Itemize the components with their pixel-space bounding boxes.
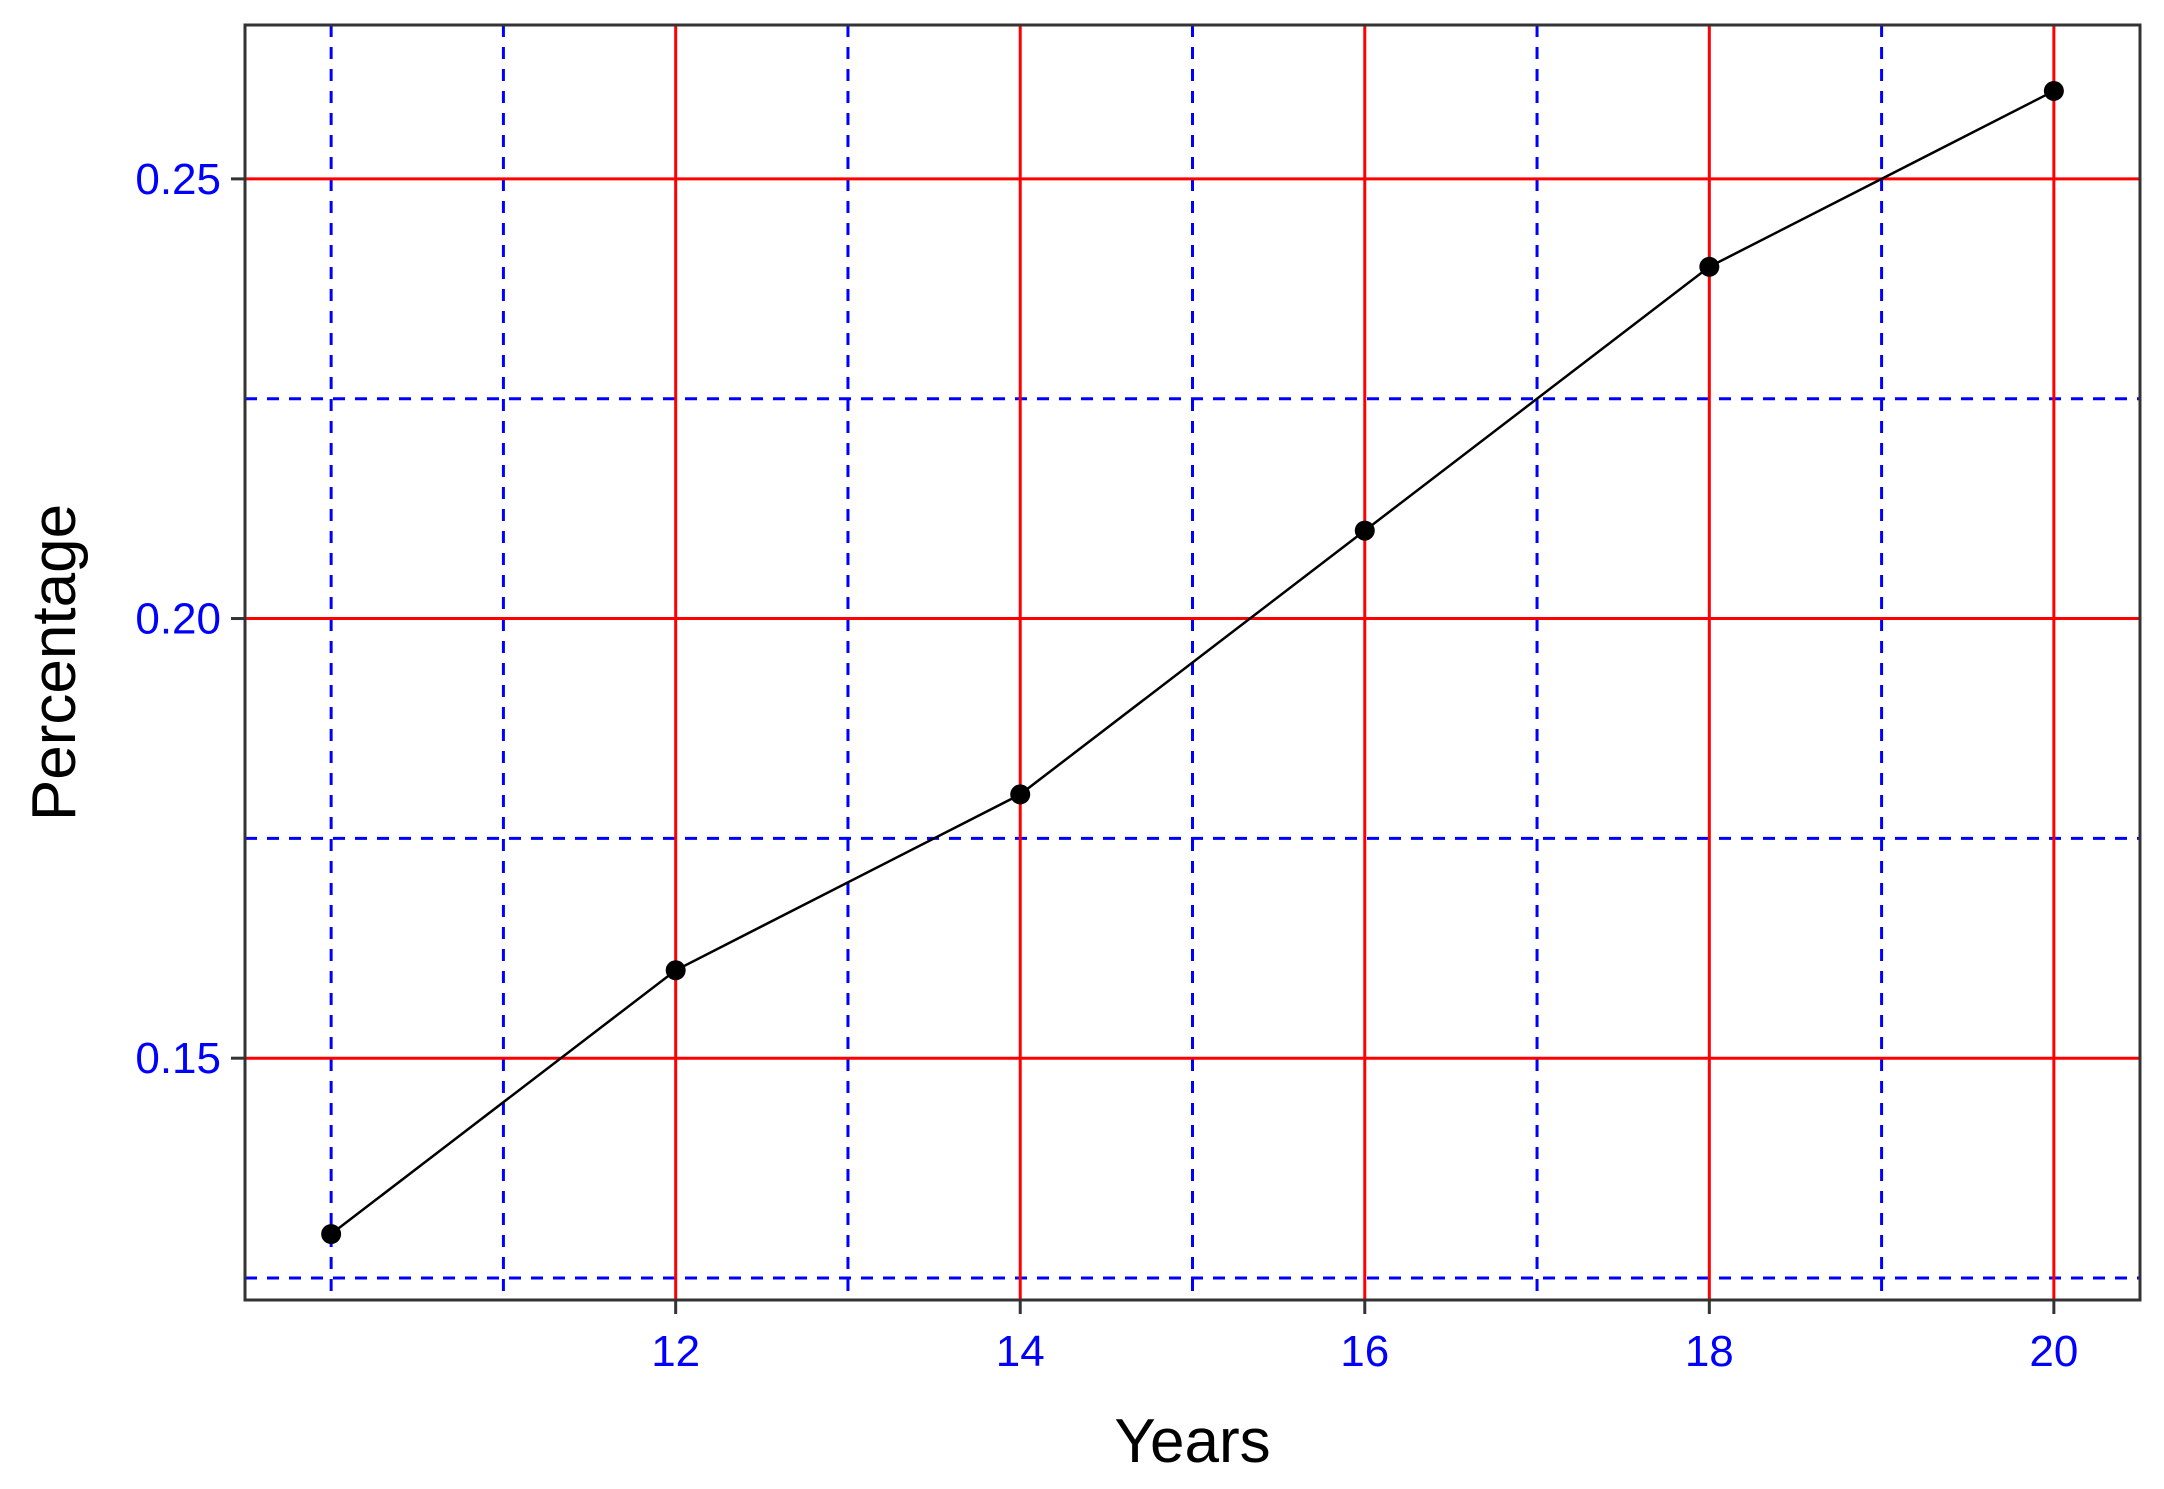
y-tick-label: 0.25: [135, 155, 221, 204]
data-point: [1699, 256, 1720, 277]
series-layer: [321, 80, 2064, 1245]
x-tick-label: 20: [2029, 1327, 2078, 1376]
y-axis-title: Percentage: [20, 504, 89, 821]
axis-layer: 12 14 16 18 20 0.15 0.20 0.25: [135, 155, 2078, 1376]
grid-layer: [245, 25, 2140, 1300]
x-tick-label: 14: [996, 1327, 1045, 1376]
data-point: [1010, 784, 1031, 805]
x-tick-label: 12: [651, 1327, 700, 1376]
y-tick-label: 0.15: [135, 1034, 221, 1083]
data-point: [1354, 520, 1375, 541]
y-tick-label: 0.20: [135, 595, 221, 644]
series-line: [330, 89, 2055, 1236]
data-point: [665, 960, 686, 981]
data-point: [2043, 80, 2064, 101]
data-point: [321, 1224, 342, 1245]
x-tick-label: 18: [1685, 1327, 1734, 1376]
plot-panel-border: [243, 23, 2142, 1302]
x-tick-label: 16: [1340, 1327, 1389, 1376]
x-axis-title: Years: [1114, 1407, 1270, 1476]
